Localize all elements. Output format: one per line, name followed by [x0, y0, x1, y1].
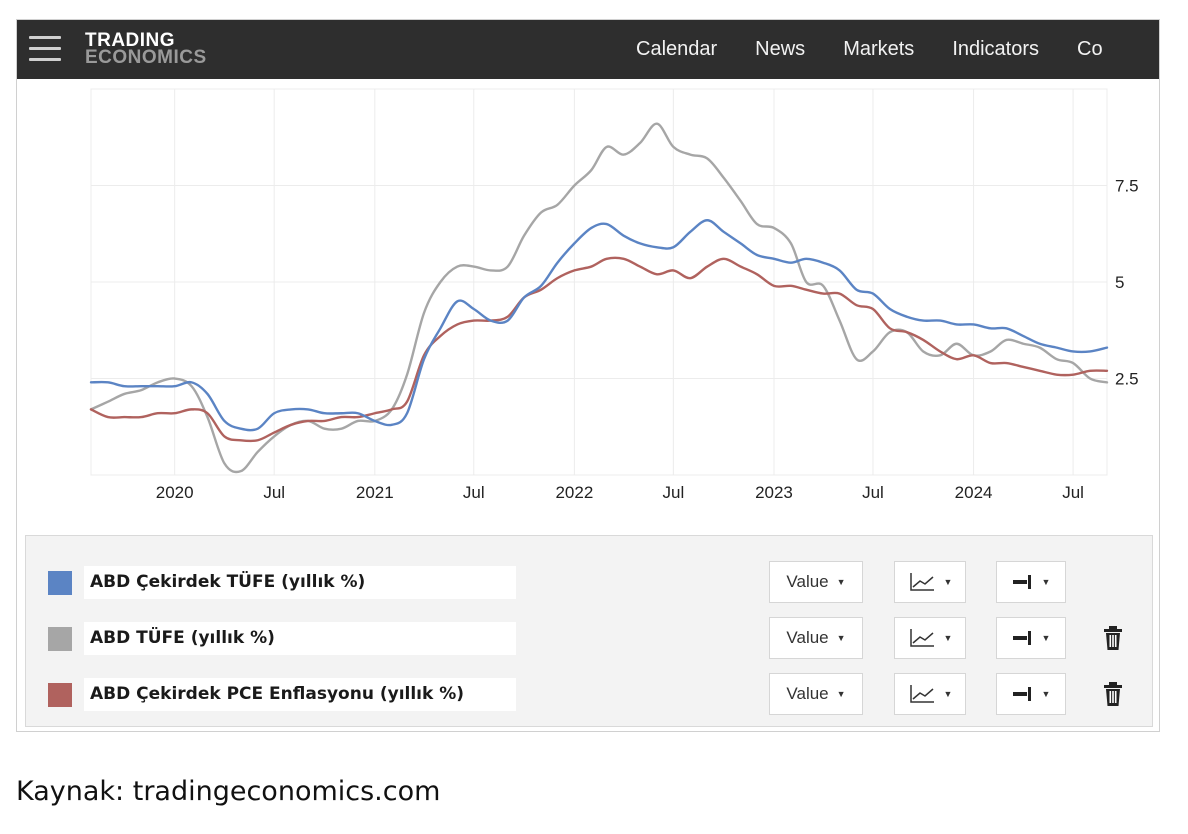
nav-news[interactable]: News	[755, 38, 806, 60]
caret-down-icon: ▼	[943, 577, 953, 587]
caret-down-icon: ▼	[836, 633, 846, 643]
axis-icon	[1012, 575, 1031, 589]
x-tick-label: Jul	[263, 483, 285, 502]
x-tick-label: 2020	[156, 483, 194, 502]
chart-type-dropdown[interactable]: ▼	[894, 617, 966, 659]
series-color-swatch	[48, 627, 72, 651]
x-tick-label: Jul	[1062, 483, 1084, 502]
legend-row-cpi: ABD TÜFE (yıllık %) Value ▼ ▼ ▼	[26, 617, 1152, 659]
caret-down-icon: ▼	[1041, 577, 1051, 587]
logo-line-1: TRADING	[85, 30, 176, 51]
legend-row-core-cpi: ABD Çekirdek TÜFE (yıllık %) Value ▼ ▼ ▼	[26, 561, 1152, 603]
series-line-core-cpi	[89, 219, 1109, 432]
caret-down-icon: ▼	[943, 633, 953, 643]
hamburger-menu-icon[interactable]	[29, 36, 61, 64]
nav-indicators[interactable]: Indicators	[952, 38, 1040, 60]
series-color-swatch	[48, 571, 72, 595]
line-chart-icon	[909, 685, 934, 703]
logo-line-2: ECONOMICS	[85, 47, 207, 68]
y-tick-label: 5	[1115, 273, 1124, 292]
series-label: ABD Çekirdek TÜFE (yıllık %)	[84, 566, 516, 599]
value-dropdown-label: Value	[786, 628, 829, 647]
x-tick-label: 2022	[555, 483, 593, 502]
caret-down-icon: ▼	[1041, 633, 1051, 643]
trash-icon[interactable]	[1102, 681, 1124, 707]
source-note: Kaynak: tradingeconomics.com	[16, 776, 441, 807]
top-navigation-bar: TRADING ECONOMICS Calendar News Markets …	[17, 20, 1159, 79]
series-line-core-pce	[89, 256, 1109, 443]
y-tick-label: 2.5	[1115, 370, 1139, 389]
nav-calendar[interactable]: Calendar	[636, 38, 718, 60]
value-dropdown[interactable]: Value ▼	[769, 617, 863, 659]
line-chart-icon	[909, 629, 934, 647]
caret-down-icon: ▼	[943, 689, 953, 699]
x-tick-label: Jul	[463, 483, 485, 502]
legend-row-core-pce: ABD Çekirdek PCE Enflasyonu (yıllık %) V…	[26, 673, 1152, 715]
inflation-line-chart: 2020 Jul 2021 Jul 2022 Jul 2023 Jul 2024 Jul 2.5 5 7…	[89, 88, 1139, 502]
series-legend-panel: ABD Çekirdek TÜFE (yıllık %) Value ▼ ▼ ▼ …	[25, 535, 1153, 727]
caret-down-icon: ▼	[836, 689, 846, 699]
axis-dropdown[interactable]: ▼	[996, 617, 1066, 659]
line-chart-icon	[909, 573, 934, 591]
series-label: ABD Çekirdek PCE Enflasyonu (yıllık %)	[84, 678, 516, 711]
x-tick-label: 2024	[955, 483, 993, 502]
chart-type-dropdown[interactable]: ▼	[894, 561, 966, 603]
nav-countries[interactable]: Co	[1077, 38, 1103, 60]
x-tick-label: 2021	[356, 483, 394, 502]
x-tick-label: Jul	[862, 483, 884, 502]
main-nav: Calendar News Markets Indicators Co	[636, 20, 1141, 79]
series-line-cpi	[89, 122, 1109, 474]
axis-dropdown[interactable]: ▼	[996, 673, 1066, 715]
y-tick-label: 7.5	[1115, 177, 1139, 196]
caret-down-icon: ▼	[1041, 689, 1051, 699]
axis-icon	[1012, 631, 1031, 645]
value-dropdown-label: Value	[786, 684, 829, 703]
widget-frame: TRADING ECONOMICS Calendar News Markets …	[16, 19, 1160, 732]
axis-dropdown[interactable]: ▼	[996, 561, 1066, 603]
value-dropdown[interactable]: Value ▼	[769, 673, 863, 715]
value-dropdown[interactable]: Value ▼	[769, 561, 863, 603]
series-color-swatch	[48, 683, 72, 707]
trading-economics-logo[interactable]: TRADING ECONOMICS	[85, 30, 207, 68]
trash-icon[interactable]	[1102, 625, 1124, 651]
x-tick-label: Jul	[663, 483, 685, 502]
nav-markets[interactable]: Markets	[843, 38, 915, 60]
value-dropdown-label: Value	[786, 572, 829, 591]
x-tick-label: 2023	[755, 483, 793, 502]
axis-icon	[1012, 687, 1031, 701]
series-label: ABD TÜFE (yıllık %)	[84, 622, 516, 655]
chart-type-dropdown[interactable]: ▼	[894, 673, 966, 715]
caret-down-icon: ▼	[836, 577, 846, 587]
